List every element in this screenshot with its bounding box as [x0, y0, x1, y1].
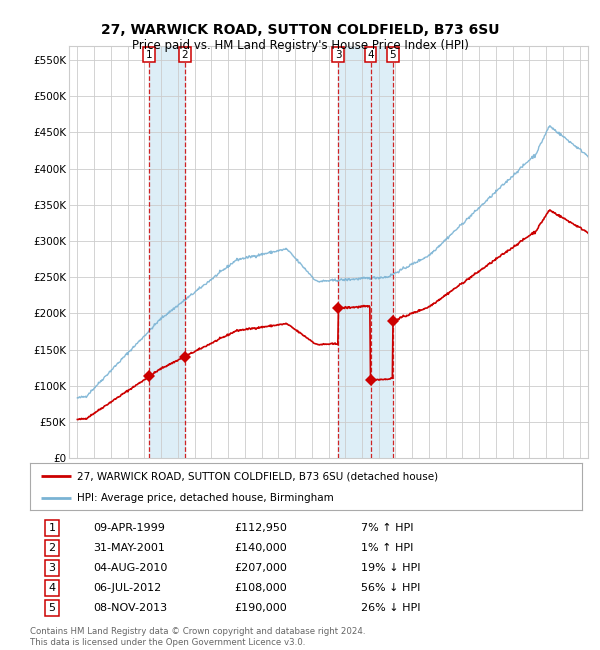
Text: 3: 3 — [49, 563, 56, 573]
Text: 04-AUG-2010: 04-AUG-2010 — [94, 563, 168, 573]
Text: 08-NOV-2013: 08-NOV-2013 — [94, 603, 167, 613]
Text: 27, WARWICK ROAD, SUTTON COLDFIELD, B73 6SU: 27, WARWICK ROAD, SUTTON COLDFIELD, B73 … — [101, 23, 499, 37]
Text: 4: 4 — [367, 49, 374, 60]
Text: 06-JUL-2012: 06-JUL-2012 — [94, 583, 162, 593]
Text: HPI: Average price, detached house, Birmingham: HPI: Average price, detached house, Birm… — [77, 493, 334, 502]
Text: 27, WARWICK ROAD, SUTTON COLDFIELD, B73 6SU (detached house): 27, WARWICK ROAD, SUTTON COLDFIELD, B73 … — [77, 471, 438, 481]
Text: £112,950: £112,950 — [234, 523, 287, 533]
Text: 5: 5 — [49, 603, 56, 613]
Text: 26% ↓ HPI: 26% ↓ HPI — [361, 603, 421, 613]
Text: 5: 5 — [389, 49, 396, 60]
Text: Price paid vs. HM Land Registry's House Price Index (HPI): Price paid vs. HM Land Registry's House … — [131, 39, 469, 52]
Text: 1: 1 — [146, 49, 152, 60]
Bar — [149, 46, 185, 458]
Text: 19% ↓ HPI: 19% ↓ HPI — [361, 563, 421, 573]
Text: 31-MAY-2001: 31-MAY-2001 — [94, 543, 166, 553]
Text: 2: 2 — [49, 543, 56, 553]
Text: 3: 3 — [335, 49, 341, 60]
Text: £190,000: £190,000 — [234, 603, 287, 613]
Text: 1: 1 — [49, 523, 56, 533]
Text: 2: 2 — [182, 49, 188, 60]
Text: £207,000: £207,000 — [234, 563, 287, 573]
Text: £108,000: £108,000 — [234, 583, 287, 593]
Text: 7% ↑ HPI: 7% ↑ HPI — [361, 523, 414, 533]
Text: 4: 4 — [49, 583, 56, 593]
Text: 1% ↑ HPI: 1% ↑ HPI — [361, 543, 413, 553]
Text: £140,000: £140,000 — [234, 543, 287, 553]
Text: 09-APR-1999: 09-APR-1999 — [94, 523, 166, 533]
Bar — [338, 46, 393, 458]
Text: Contains HM Land Registry data © Crown copyright and database right 2024.
This d: Contains HM Land Registry data © Crown c… — [30, 627, 365, 647]
Text: 56% ↓ HPI: 56% ↓ HPI — [361, 583, 421, 593]
